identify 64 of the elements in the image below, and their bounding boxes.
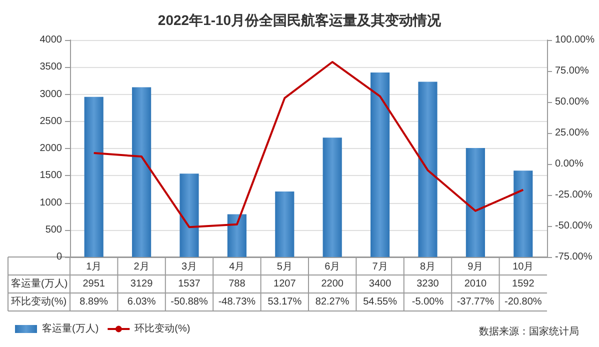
bar	[466, 148, 485, 257]
data-label: -48.73%	[218, 296, 256, 308]
x-tick-label: 9月	[468, 262, 484, 272]
data-label: 1592	[512, 278, 535, 290]
y-tick-label: 1000	[40, 197, 62, 208]
bar	[322, 138, 342, 257]
y2-tick-label: 75.00%	[555, 66, 590, 76]
bar	[370, 72, 390, 257]
data-label: -50.88%	[170, 296, 208, 308]
y-tick-label: 2500	[40, 116, 62, 127]
y-tick-label: 0	[56, 252, 62, 262]
data-label: 6.03%	[127, 296, 156, 308]
x-tick-label: 4月	[229, 262, 245, 272]
x-tick-label: 3月	[181, 262, 198, 272]
y-tick-label: 1500	[40, 170, 62, 182]
data-label: 1207	[274, 278, 296, 290]
legend-label: 环比变动(%)	[134, 322, 190, 334]
data-label: 3400	[368, 278, 392, 290]
y2-tick-label: 25.00%	[555, 128, 590, 138]
data-label: -5.00%	[412, 296, 444, 308]
data-label: 1537	[178, 278, 201, 290]
chart-title: 2022年1-10月份全国民航客运量及其变动情况	[158, 12, 442, 28]
line-series	[92, 60, 524, 228]
data-label: 82.27%	[315, 296, 350, 308]
data-label: 2010	[464, 278, 488, 290]
y-tick-label: 3500	[40, 62, 62, 73]
bar	[132, 87, 152, 257]
data-label: 3129	[130, 278, 154, 290]
y-tick-label: 3000	[40, 88, 62, 100]
bar	[227, 214, 246, 257]
x-tick-label: 2月	[134, 262, 150, 272]
legend-label: 客运量(万人)	[42, 322, 99, 334]
bar	[180, 174, 199, 257]
data-label: 8.89%	[80, 296, 108, 308]
bar	[275, 192, 294, 257]
x-tick-label: 7月	[372, 262, 388, 272]
y-tick-label: 500	[45, 224, 62, 236]
data-label: -20.80%	[504, 296, 542, 308]
y2-tick-label: 50.00%	[555, 96, 590, 108]
x-tick-label: 10月	[512, 262, 534, 272]
data-label: 53.17%	[268, 296, 302, 308]
x-tick-label: 6月	[324, 262, 340, 272]
bar	[84, 96, 104, 257]
y2-tick-label: -25.00%	[555, 190, 592, 200]
y-tick-label: 2000	[40, 143, 62, 154]
y2-tick-label: -75.00%	[555, 252, 592, 262]
bar	[514, 170, 533, 257]
y2-tick-label: 100.00%	[555, 34, 595, 46]
bar	[418, 82, 438, 257]
text: 客运量(万人)	[11, 278, 68, 290]
y2-tick-label: 0.00%	[555, 158, 584, 170]
data-label: 788	[228, 278, 246, 290]
data-label: 2951	[82, 278, 106, 290]
data-label: 2200	[321, 278, 344, 290]
y-tick-label: 4000	[40, 34, 62, 46]
data-label: 3230	[416, 278, 440, 290]
data-label: 54.55%	[363, 296, 398, 308]
x-tick-label: 1月	[86, 262, 102, 272]
x-tick-label: 5月	[276, 262, 292, 272]
source-note: 数据来源：国家统计局	[479, 326, 579, 338]
text: 环比变动(%)	[11, 296, 67, 308]
y2-tick-label: -50.00%	[555, 220, 592, 232]
data-label: -37.77%	[456, 296, 494, 308]
x-tick-label: 8月	[420, 262, 436, 272]
